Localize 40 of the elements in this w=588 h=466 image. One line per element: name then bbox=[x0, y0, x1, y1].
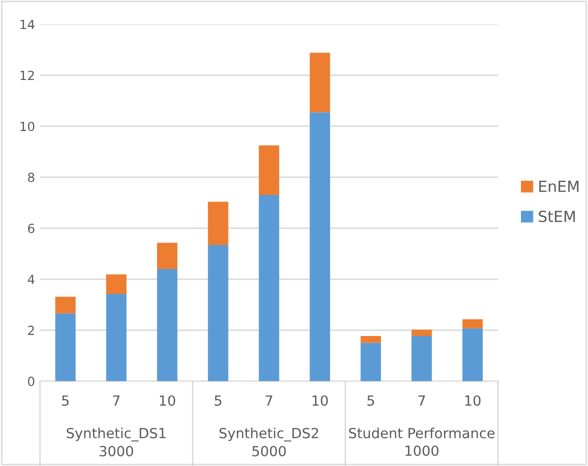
legend-label: StEM bbox=[538, 210, 575, 222]
y-tick-label: 8 bbox=[28, 172, 34, 182]
x-tick-label: 7 bbox=[266, 396, 272, 406]
bar bbox=[157, 242, 178, 269]
y-tick-label: 4 bbox=[28, 274, 34, 284]
x-tick-label: 5 bbox=[367, 396, 374, 406]
bar bbox=[208, 202, 228, 246]
bar bbox=[106, 294, 127, 382]
y-tick-label: 0 bbox=[28, 376, 34, 386]
x-tick-label: 5 bbox=[62, 396, 69, 406]
bar bbox=[55, 313, 76, 382]
y-tick-label: 10 bbox=[20, 122, 34, 132]
legend-label: EnEM bbox=[539, 180, 578, 192]
bar bbox=[157, 269, 178, 382]
text: Synthetic_DS2 5000 bbox=[219, 428, 318, 456]
text: Student Performance 1000 bbox=[349, 428, 494, 456]
x-tick-label: 10 bbox=[160, 395, 176, 406]
bar bbox=[55, 296, 76, 314]
bar bbox=[360, 342, 381, 382]
text: Synthetic_DS1 3000 bbox=[66, 428, 166, 456]
y-tick-label: 12 bbox=[20, 70, 34, 80]
bar bbox=[106, 274, 127, 294]
bar bbox=[310, 52, 330, 112]
bar bbox=[462, 328, 483, 382]
x-tick-label: 10 bbox=[465, 395, 481, 406]
y-tick-label: 2 bbox=[28, 326, 34, 335]
x-tick-label: 10 bbox=[312, 395, 328, 406]
bar bbox=[310, 112, 330, 382]
y-tick-label: 14 bbox=[20, 20, 34, 29]
bar bbox=[360, 336, 381, 343]
bar bbox=[412, 336, 432, 382]
bar bbox=[258, 145, 280, 196]
bar bbox=[462, 319, 483, 328]
bar bbox=[258, 195, 280, 382]
y-tick-label: 6 bbox=[28, 224, 34, 234]
x-tick-label: 5 bbox=[214, 396, 222, 406]
x-tick-label: 7 bbox=[418, 396, 425, 406]
bar bbox=[208, 245, 228, 382]
bar bbox=[412, 330, 432, 336]
x-tick-label: 7 bbox=[113, 396, 120, 406]
